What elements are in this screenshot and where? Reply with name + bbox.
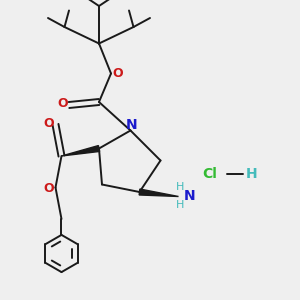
Polygon shape [139, 189, 178, 196]
Text: H: H [176, 182, 184, 193]
Text: O: O [44, 116, 54, 130]
Text: N: N [184, 190, 196, 203]
Text: O: O [112, 67, 123, 80]
Text: O: O [57, 97, 68, 110]
Text: Cl: Cl [202, 167, 217, 181]
Text: O: O [44, 182, 54, 196]
Polygon shape [61, 146, 100, 156]
Text: N: N [126, 118, 138, 132]
Text: H: H [246, 167, 258, 181]
Text: H: H [176, 200, 184, 211]
